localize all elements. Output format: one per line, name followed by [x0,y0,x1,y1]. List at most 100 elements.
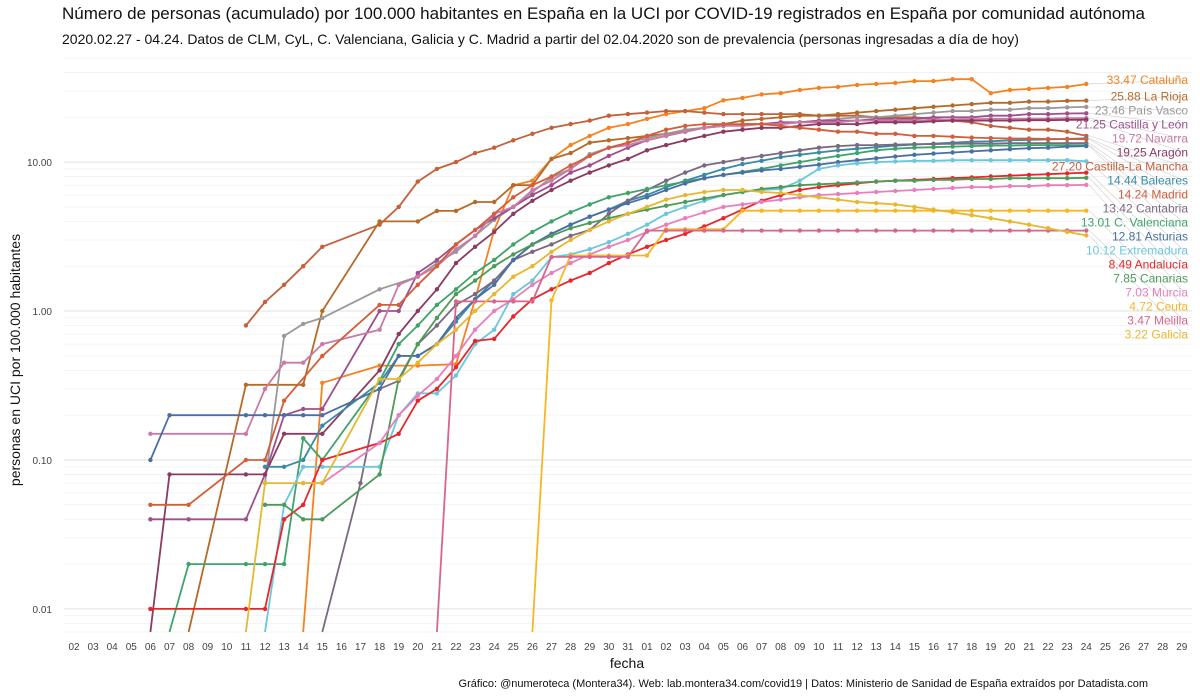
data-point [549,183,554,188]
x-tick-label: 05 [126,642,138,653]
data-point [1084,233,1089,238]
data-point [912,133,917,139]
data-point [893,202,898,207]
data-point [281,398,287,403]
data-point [1026,106,1032,111]
data-point [301,517,306,522]
data-point [606,125,611,130]
data-point [759,199,764,205]
data-point [568,260,573,266]
label-leader [1089,235,1185,335]
data-point [1084,104,1089,110]
data-point [797,164,802,169]
data-point [835,163,841,168]
y-tick-label: 0.10 [33,456,53,467]
data-point [549,125,554,130]
end-label: 25.88 La Rioja [1111,90,1189,104]
data-point [530,278,535,283]
series-line [150,112,1087,521]
data-point [1026,111,1032,117]
data-point [320,380,325,385]
data-point [663,127,669,132]
data-point [301,502,306,507]
data-point [912,78,917,84]
data-point [854,180,860,185]
data-point [1084,182,1089,188]
x-tick-label: 17 [947,642,959,653]
data-point [530,178,535,183]
data-point [281,282,287,287]
data-point [797,148,802,153]
x-tick-label: 03 [680,642,692,653]
data-point [644,253,650,258]
data-point [1026,172,1032,178]
data-point [969,176,974,182]
data-point [434,287,440,292]
data-point [893,159,898,164]
x-tick-label: 14 [890,642,902,653]
data-point [568,142,573,148]
data-point [530,187,535,193]
data-point [854,115,860,120]
data-point [262,464,268,469]
data-point [434,341,440,347]
label-leader [1089,96,1185,101]
data-point [377,368,382,373]
data-point [816,195,822,200]
data-point [415,341,420,347]
data-point [625,121,631,127]
data-point [988,113,993,118]
data-point [415,219,420,224]
x-tick-label: 08 [775,642,787,653]
series-extremadura [264,158,1089,633]
data-point [320,315,325,321]
data-point [606,153,611,159]
x-tick-label: 06 [145,642,157,653]
x-tick-label: 03 [88,642,100,653]
data-point [396,353,401,359]
data-point [262,413,268,418]
data-point [663,203,669,208]
data-point [568,166,573,172]
data-point [988,176,993,182]
data-point [301,406,306,412]
data-point [1007,100,1013,106]
data-point [1045,226,1051,231]
data-point [988,184,993,190]
data-point [644,186,650,192]
data-point [931,158,936,163]
data-point [606,138,611,143]
data-point [492,199,497,205]
data-point [1026,183,1032,189]
data-point [759,153,764,159]
data-point [549,174,554,179]
source-caption: Gráfico: @numeroteca (Montera34). Web: l… [458,678,1148,690]
data-point [262,457,268,463]
data-point [854,118,860,123]
data-point [663,142,669,148]
data-point [854,142,860,148]
series-line [264,159,1087,633]
data-point [434,376,440,382]
data-point [453,287,459,292]
data-point [568,163,573,168]
data-point [1084,81,1089,87]
data-point [778,208,783,213]
data-point [854,150,860,156]
data-point [988,143,993,148]
label-leader [1089,117,1185,139]
data-point [377,376,382,382]
data-point [644,148,650,153]
data-point [1084,137,1089,142]
data-point [281,413,287,418]
data-point [625,211,631,216]
data-point [912,228,917,233]
data-point [683,170,688,175]
y-tick-label: 0.01 [33,605,53,616]
data-point [148,431,153,436]
x-tick-label: 15 [909,642,921,653]
data-point [950,177,955,183]
x-tick-label: 29 [1176,642,1188,653]
data-point [511,242,516,247]
